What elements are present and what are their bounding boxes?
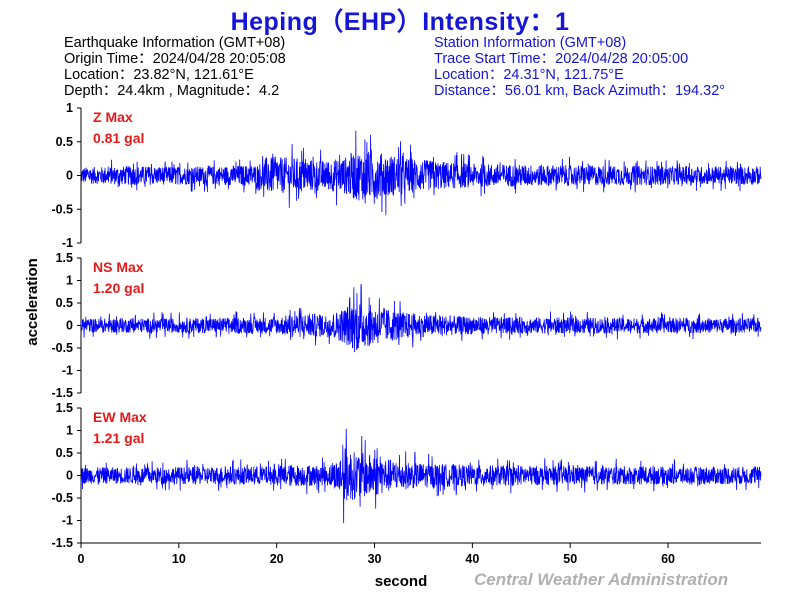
max-value-label: 1.20 gal: [93, 280, 144, 296]
y-tick-label: 0: [66, 169, 73, 183]
depth-magnitude: Depth：24.4km , Magnitude：4.2: [64, 83, 280, 99]
y-tick-label: 1.5: [56, 401, 73, 415]
y-tick-label: 0.5: [56, 446, 73, 460]
y-tick-label: -1: [62, 236, 73, 250]
y-tick-label: -0.5: [51, 491, 73, 505]
x-tick-label: 50: [563, 552, 577, 566]
panel-ew: -1.5 -1 -0.5 0 0.5 1 1.5 EW Max 1.21 gal: [51, 401, 762, 550]
y-tick-label: -0.5: [51, 341, 73, 355]
epicenter-location: Location：23.82°N, 121.61°E: [64, 67, 254, 83]
y-tick-label: -0.5: [51, 202, 73, 216]
y-tick-label: 1.5: [56, 251, 73, 265]
x-tick-label: 60: [661, 552, 675, 566]
y-axis-label: acceleration: [24, 258, 41, 346]
y-tick-label: 1: [66, 101, 73, 115]
x-tick-label: 10: [172, 552, 186, 566]
chart-title: Heping（EHP）Intensity：1: [230, 8, 570, 36]
distance-azimuth: Distance：56.01 km, Back Azimuth：194.32°: [434, 83, 726, 99]
y-tick-label: 0: [66, 469, 73, 483]
trace-start-time: Trace Start Time：2024/04/28 20:05:00: [434, 51, 689, 67]
max-value-label: 1.21 gal: [93, 430, 144, 446]
earthquake-info: Earthquake Information (GMT+08) Origin T…: [64, 35, 286, 99]
max-value-label: 0.81 gal: [93, 130, 144, 146]
waveform-ns: [80, 284, 762, 353]
origin-time: Origin Time：2024/04/28 20:05:08: [64, 51, 286, 67]
panel-z: -1 -0.5 0 0.5 1 Z Max 0.81 gal: [51, 101, 762, 250]
station-info: Station Information (GMT+08) Trace Start…: [434, 35, 725, 99]
max-label: EW Max: [93, 409, 147, 425]
max-label: Z Max: [93, 109, 133, 125]
y-tick-label: 1: [66, 424, 73, 438]
y-tick-label: 0.5: [56, 296, 73, 310]
y-tick-label: -1.5: [51, 536, 73, 550]
y-tick-label: 1: [66, 274, 73, 288]
x-tick-label: 20: [270, 552, 284, 566]
y-tick-label: -1: [62, 364, 73, 378]
y-tick-label: 0: [66, 319, 73, 333]
waveform-ew: [80, 428, 762, 523]
station-info-heading: Station Information (GMT+08): [434, 35, 627, 51]
y-tick-label: -1.5: [51, 386, 73, 400]
x-axis-label: second: [375, 573, 428, 590]
x-tick-label: 0: [78, 552, 85, 566]
y-tick-label: -1: [62, 514, 73, 528]
earthquake-info-heading: Earthquake Information (GMT+08): [64, 35, 286, 51]
x-tick-label: 30: [368, 552, 382, 566]
y-tick-label: 0.5: [56, 135, 73, 149]
waveform-z: [80, 130, 762, 216]
panel-ns: -1.5 -1 -0.5 0 0.5 1 1.5 NS Max 1.20 gal: [51, 251, 762, 400]
max-label: NS Max: [93, 259, 144, 275]
x-tick-label: 40: [465, 552, 479, 566]
station-location: Location：24.31°N, 121.75°E: [434, 67, 624, 83]
agency-credit: Central Weather Administration: [474, 570, 729, 589]
